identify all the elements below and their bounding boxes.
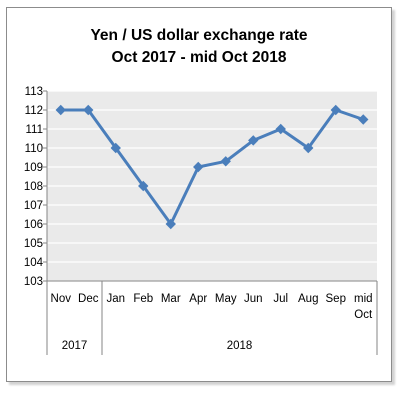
data-point — [330, 104, 341, 116]
chart-title-line-2: Oct 2017 - mid Oct 2018 — [111, 49, 287, 66]
chart-title-line-1: Yen / US dollar exchange rate — [90, 27, 308, 44]
data-point — [110, 142, 121, 154]
x-tick-label: Oct — [354, 309, 373, 321]
year-group-label: 2017 — [62, 340, 88, 352]
y-tick-label: 103 — [24, 276, 43, 288]
x-tick-label: Apr — [189, 293, 207, 305]
data-point — [358, 114, 369, 125]
y-tick-label: 107 — [24, 200, 43, 212]
x-tick-label: Sep — [326, 293, 346, 305]
y-tick-label: 108 — [24, 181, 43, 193]
data-point — [55, 104, 66, 116]
x-tick-label: Nov — [51, 293, 72, 305]
x-tick-label: Feb — [133, 293, 153, 305]
y-tick-label: 111 — [26, 124, 43, 136]
data-point — [83, 104, 94, 116]
y-tick-label: 112 — [25, 105, 43, 117]
series-line — [60, 108, 364, 226]
data-point — [138, 180, 149, 192]
data-point — [275, 123, 286, 135]
y-tick-label: 104 — [24, 257, 44, 269]
x-tick-label: Jan — [106, 293, 125, 305]
data-point — [220, 156, 231, 167]
y-tick-label: 106 — [24, 219, 43, 231]
y-tick-label: 113 — [25, 86, 43, 98]
x-tick-label: May — [215, 293, 237, 305]
x-tick-label: Mar — [161, 293, 181, 305]
y-tick-label: 105 — [24, 238, 43, 250]
x-tick-label: Aug — [298, 293, 318, 305]
data-point — [165, 218, 176, 230]
year-group-label: 2018 — [227, 340, 253, 352]
x-tick-label: Dec — [78, 293, 99, 305]
x-tick-label: Jul — [273, 293, 288, 305]
data-point — [303, 142, 314, 154]
y-tick-label: 109 — [24, 162, 43, 174]
data-point — [248, 135, 259, 146]
x-tick-label: Jun — [244, 293, 263, 305]
y-tick-label: 110 — [25, 143, 43, 155]
data-point — [193, 161, 204, 173]
x-tick-label: mid — [354, 293, 373, 305]
